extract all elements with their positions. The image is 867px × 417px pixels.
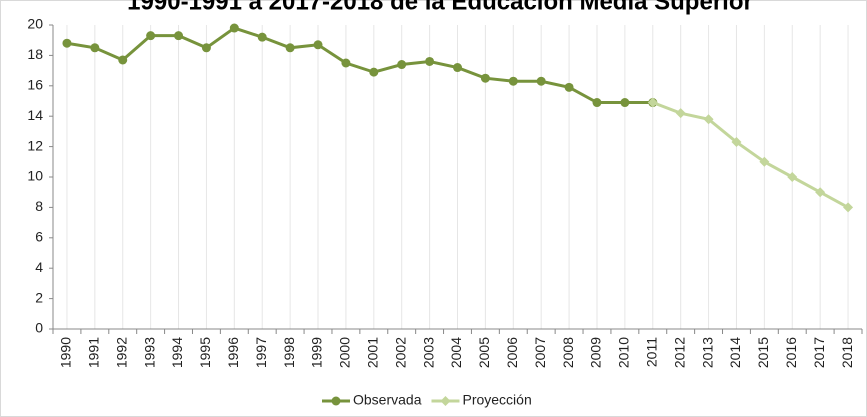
circle-marker (201, 43, 211, 53)
x-tick-label: 2004 (448, 337, 464, 368)
y-tick-label: 20 (27, 16, 43, 32)
circle-marker (620, 98, 630, 108)
y-tick-label: 8 (35, 198, 43, 214)
x-tick-label: 2012 (671, 337, 687, 368)
legend-marker (440, 396, 451, 406)
circle-marker (257, 32, 267, 42)
circle-marker (285, 43, 295, 53)
x-tick-label: 1993 (141, 337, 157, 368)
x-tick-label: 1999 (309, 337, 325, 368)
diamond-marker (843, 202, 854, 213)
y-tick-label: 16 (27, 77, 43, 93)
x-tick-label: 1998 (281, 337, 297, 368)
circle-marker (508, 76, 518, 86)
y-tick-label: 2 (35, 289, 43, 305)
y-tick-label: 6 (35, 229, 43, 245)
legend-label: Observada (353, 392, 422, 408)
circle-marker (536, 76, 546, 86)
diamond-marker (731, 137, 742, 148)
x-tick-label: 2003 (420, 337, 436, 368)
diamond-marker (815, 187, 826, 198)
x-tick-label: 2007 (532, 337, 548, 368)
diamond-marker (787, 172, 798, 182)
circle-marker (90, 43, 100, 53)
circle-marker (229, 23, 239, 33)
series-line (66, 26, 653, 105)
x-tick-label: 2009 (588, 337, 604, 368)
x-tick-label: 2001 (365, 337, 381, 368)
x-tick-label: 2015 (755, 337, 771, 368)
x-tick-label: 2010 (616, 337, 632, 368)
y-tick-label: 14 (27, 107, 43, 123)
x-tick-label: 2017 (811, 337, 827, 368)
legend-label: Proyección (462, 392, 531, 408)
circle-marker (62, 38, 72, 48)
x-tick-label: 2013 (699, 337, 715, 368)
x-tick-label: 2000 (337, 337, 353, 368)
y-tick-label: 10 (27, 168, 43, 184)
circle-marker (174, 31, 184, 41)
chart-title: 1990-1991 a 2017-2018 de la Educación Me… (127, 0, 753, 15)
diamond-marker (647, 97, 658, 108)
x-tick-label: 2011 (643, 337, 659, 367)
x-tick-label: 2002 (392, 337, 408, 368)
x-tick-label: 1995 (197, 337, 213, 368)
circle-marker (369, 67, 379, 77)
circle-marker (341, 58, 351, 68)
circle-marker (397, 60, 407, 70)
x-tick-label: 1992 (113, 337, 129, 368)
x-tick-label: 1994 (169, 337, 185, 368)
x-tick-label: 2006 (504, 337, 520, 368)
diamond-marker (759, 156, 770, 167)
series-line (652, 101, 849, 209)
x-tick-label: 1996 (225, 337, 241, 368)
x-tick-label: 2005 (476, 337, 492, 368)
circle-marker (146, 31, 156, 41)
diamond-marker (675, 108, 686, 119)
x-tick-label: 1997 (253, 337, 269, 368)
x-tick-label: 2016 (783, 337, 799, 368)
circle-marker (313, 40, 323, 50)
legend-marker (331, 396, 341, 406)
circle-marker (453, 63, 462, 73)
y-tick-label: 4 (35, 259, 43, 275)
x-tick-label: 2018 (839, 337, 855, 368)
y-tick-label: 0 (35, 320, 43, 336)
x-tick-label: 2014 (727, 337, 743, 368)
x-tick-label: 2008 (560, 337, 576, 368)
circle-marker (118, 55, 128, 65)
y-tick-label: 18 (27, 46, 43, 62)
circle-marker (592, 98, 602, 108)
circle-marker (425, 56, 435, 66)
circle-marker (480, 73, 490, 83)
x-tick-label: 1991 (86, 337, 102, 368)
x-tick-label: 1990 (58, 337, 74, 368)
diamond-marker (703, 114, 714, 125)
y-tick-label: 12 (27, 137, 43, 153)
circle-marker (564, 82, 574, 92)
